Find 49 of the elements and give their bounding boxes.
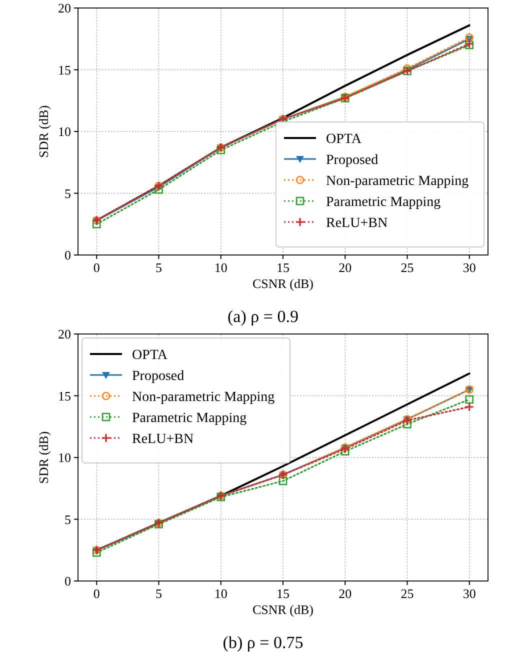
legend-label: Parametric Mapping (326, 195, 441, 210)
legend-label: ReLU+BN (326, 216, 388, 231)
legend-label: Proposed (132, 369, 184, 384)
point (92, 220, 101, 228)
text: (b) ρ = 0.75 (222, 633, 304, 652)
x-tick-label: 5 (156, 260, 162, 275)
x-tick-label: 5 (156, 586, 162, 601)
legend-label: Parametric Mapping (132, 411, 247, 426)
point (216, 146, 226, 154)
point (92, 548, 101, 557)
y-tick-label: 20 (58, 0, 71, 16)
y-tick-label: 0 (64, 248, 71, 262)
legend-label: Non-parametric Mapping (132, 390, 275, 405)
x-tick-label: 15 (276, 586, 290, 601)
point (465, 33, 474, 42)
x-tick-label: 30 (462, 260, 476, 275)
x-tick-label: 25 (400, 586, 414, 601)
y-tick-label: 5 (64, 186, 71, 201)
x-tick-label: 10 (214, 260, 228, 275)
point (278, 476, 288, 486)
y-tick-label: 15 (58, 388, 71, 404)
x-tick-label: 20 (338, 260, 352, 275)
legend-label: Non-parametric Mapping (326, 174, 469, 189)
y-tick-label: 15 (58, 62, 71, 78)
y-axis-title: SDR (dB) (36, 105, 51, 158)
point (464, 402, 474, 412)
x-tick-label: 15 (276, 260, 290, 275)
y-axis-title: SDR (dB) (36, 431, 51, 484)
x-tick-label: 10 (214, 586, 228, 601)
x-tick-label: 20 (338, 586, 352, 601)
legend-label: OPTA (326, 132, 362, 147)
legend-label: Proposed (326, 153, 378, 168)
text: (a) ρ = 0.9 (228, 307, 298, 326)
y-tick-label: 0 (64, 574, 71, 588)
point (340, 447, 350, 456)
x-tick-label: 30 (462, 586, 476, 601)
y-tick-label: 20 (58, 326, 71, 342)
x-tick-label: 25 (400, 260, 414, 275)
x-axis-title: CSNR (dB) (252, 276, 314, 291)
x-tick-label: 0 (93, 260, 100, 275)
y-tick-label: 5 (64, 512, 71, 527)
point (154, 185, 163, 194)
legend-label: ReLU+BN (132, 432, 194, 447)
x-tick-label: 0 (93, 586, 100, 601)
x-axis-title: CSNR (dB) (252, 602, 314, 617)
point (465, 395, 474, 404)
legend-label: OPTA (132, 348, 168, 363)
y-tick-label: 10 (58, 124, 71, 139)
y-tick-label: 10 (58, 450, 71, 465)
